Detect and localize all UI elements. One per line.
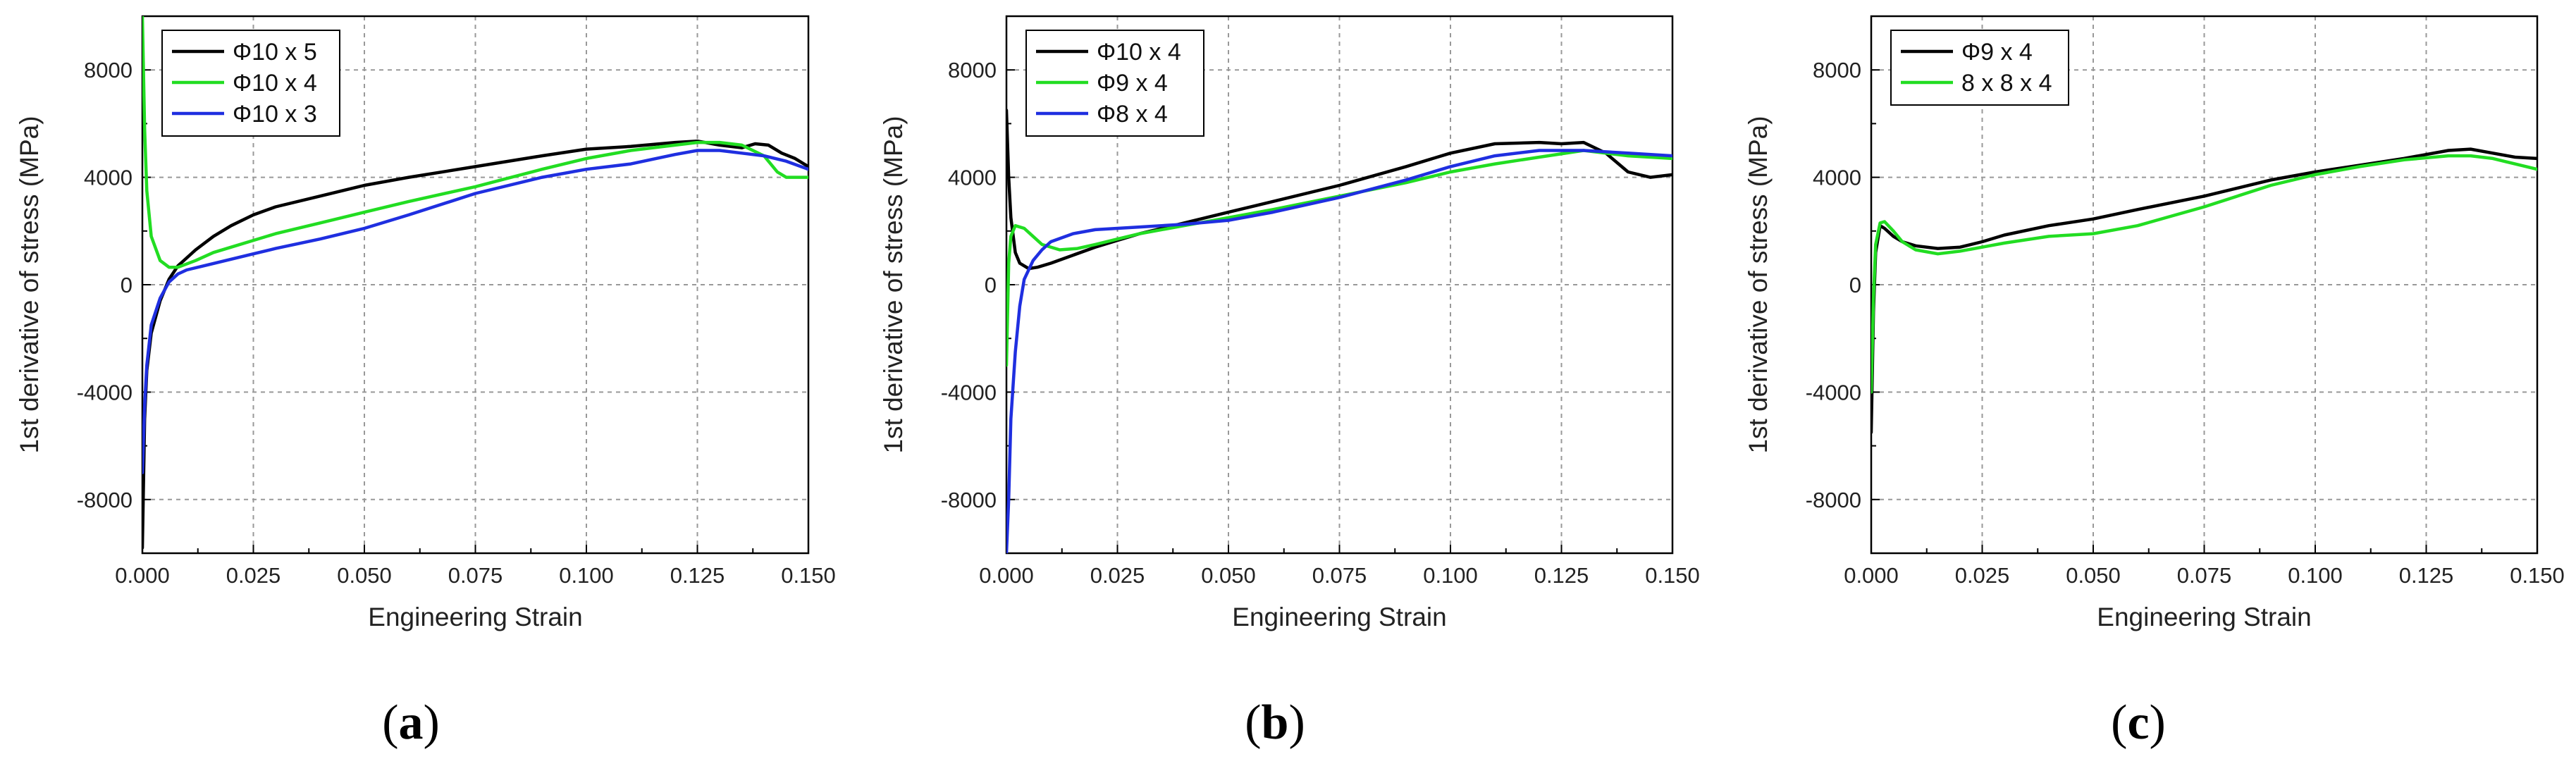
y-tick-label: -4000: [941, 380, 997, 405]
legend-box: [1890, 30, 2069, 106]
x-tick-label: 0.000: [1844, 563, 1899, 588]
x-tick-label: 0.150: [781, 563, 836, 588]
x-tick-label: 0.125: [2399, 563, 2454, 588]
x-axis-label: Engineering Strain: [368, 603, 582, 631]
x-axis-label: Engineering Strain: [2097, 603, 2311, 631]
legend-label: Φ10 x 5: [233, 39, 317, 66]
y-tick-label: -4000: [77, 380, 133, 405]
series-line-2: [142, 16, 808, 269]
series-group: [1871, 147, 2537, 434]
y-tick-label: -4000: [1806, 380, 1861, 405]
y-tick-label: 8000: [1813, 58, 1861, 82]
chart-panel-2: 0.000 0.025 0.050 0.075 0.100 0.125 0.150 -8000…: [879, 15, 1700, 750]
legend-label: Φ10 x 4: [1097, 39, 1181, 66]
x-tick-label: 0.050: [337, 563, 392, 588]
panel-label: (b): [1245, 696, 1305, 750]
legend: Φ10 x 4 Φ9 x 4 Φ8 x 4: [1025, 30, 1204, 137]
series-group: [142, 16, 808, 550]
legend: Φ10 x 5 Φ10 x 4 Φ10 x 3: [161, 30, 340, 137]
series-line-1: [1871, 147, 2537, 434]
y-tick-label: 8000: [84, 58, 133, 82]
y-tick-label: -8000: [77, 488, 133, 512]
series-line-2: [1006, 149, 1672, 367]
x-tick-label: 0.000: [115, 563, 170, 588]
chart-panel-1: 0.000 0.025 0.050 0.075 0.100 0.125 0.150 -8000…: [15, 15, 836, 750]
legend: Φ9 x 4 8 x 8 x 4: [1890, 30, 2069, 106]
series-line-2: [1871, 154, 2537, 394]
series-line-3: [142, 149, 808, 474]
y-tick-label: 8000: [948, 58, 997, 82]
y-axis-label: 1st derivative of stress (MPa): [879, 116, 908, 453]
x-tick-label: 0.050: [2066, 563, 2121, 588]
x-tick-label: 0.025: [1090, 563, 1145, 588]
x-tick-label: 0.150: [1645, 563, 1700, 588]
x-tick-label: 0.000: [979, 563, 1034, 588]
x-tick-label: 0.075: [2177, 563, 2232, 588]
x-tick-label: 0.125: [1534, 563, 1589, 588]
series-line-1: [1006, 109, 1672, 271]
x-tick-label: 0.100: [1423, 563, 1478, 588]
x-tick-label: 0.125: [670, 563, 725, 588]
x-axis-label: Engineering Strain: [1232, 603, 1446, 631]
x-tick-label: 0.025: [1955, 563, 2010, 588]
series-line-3: [1006, 149, 1672, 553]
y-tick-label: 0: [1849, 273, 1861, 297]
y-tick-label: 0: [985, 273, 997, 297]
x-tick-label: 0.075: [448, 563, 503, 588]
y-tick-label: 4000: [948, 166, 997, 190]
legend-label: Φ8 x 4: [1097, 101, 1168, 128]
legend-label: Φ10 x 3: [233, 101, 317, 128]
panel-label: (a): [382, 696, 440, 750]
series-group: [1006, 109, 1672, 553]
x-tick-label: 0.025: [226, 563, 281, 588]
legend-label: Φ10 x 4: [233, 70, 317, 97]
y-tick-label: 0: [121, 273, 133, 297]
chart-panel-3: 0.000 0.025 0.050 0.075 0.100 0.125 0.150 -8000…: [1744, 15, 2565, 750]
x-tick-label: 0.050: [1201, 563, 1256, 588]
x-tick-label: 0.150: [2510, 563, 2565, 588]
y-tick-label: 4000: [1813, 166, 1861, 190]
x-tick-label: 0.100: [2288, 563, 2343, 588]
x-tick-label: 0.075: [1312, 563, 1367, 588]
y-axis-label: 1st derivative of stress (MPa): [15, 116, 44, 453]
y-tick-label: -8000: [941, 488, 997, 512]
y-axis-label: 1st derivative of stress (MPa): [1744, 116, 1773, 453]
series-line-1: [142, 139, 808, 550]
legend-label: Φ9 x 4: [1097, 70, 1168, 97]
legend-label: Φ9 x 4: [1961, 39, 2033, 66]
y-tick-label: 4000: [84, 166, 133, 190]
panel-label: (c): [2111, 696, 2166, 750]
x-tick-label: 0.100: [559, 563, 614, 588]
legend-label: 8 x 8 x 4: [1961, 70, 2052, 97]
y-tick-label: -8000: [1806, 488, 1861, 512]
